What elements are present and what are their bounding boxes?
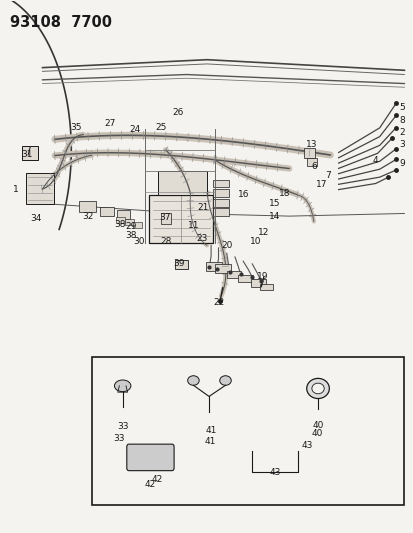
Text: 41: 41 [204, 437, 216, 446]
Text: 16: 16 [238, 190, 249, 199]
Text: 9: 9 [399, 159, 404, 167]
Text: 13: 13 [305, 140, 317, 149]
Bar [303, 148, 314, 158]
Bar [157, 171, 206, 195]
Bar [213, 208, 228, 216]
Bar [124, 219, 133, 225]
Ellipse shape [306, 378, 329, 399]
Bar [161, 214, 171, 224]
Text: 27: 27 [104, 119, 116, 128]
Bar [115, 216, 124, 223]
Text: 17: 17 [316, 180, 327, 189]
Bar [213, 189, 228, 197]
Bar [206, 262, 221, 271]
Bar [149, 195, 213, 243]
Text: 15: 15 [268, 199, 280, 208]
Text: 26: 26 [172, 108, 183, 117]
Text: 30: 30 [133, 237, 145, 246]
Text: 35: 35 [70, 123, 82, 132]
FancyBboxPatch shape [126, 444, 174, 471]
Bar [100, 207, 114, 216]
Bar [213, 180, 228, 188]
Ellipse shape [114, 380, 131, 392]
Bar [79, 201, 96, 213]
Text: 20: 20 [221, 241, 232, 250]
Bar [116, 211, 129, 219]
Bar [226, 271, 240, 278]
Text: 4: 4 [372, 156, 377, 165]
Text: 93108  7700: 93108 7700 [9, 14, 112, 30]
Text: 3: 3 [399, 140, 404, 149]
Text: 25: 25 [155, 123, 166, 132]
Text: 22: 22 [213, 298, 224, 307]
Text: 31: 31 [21, 150, 33, 159]
Text: 38: 38 [114, 220, 125, 229]
Text: 14: 14 [268, 212, 280, 221]
Text: 43: 43 [268, 468, 280, 477]
Bar [213, 199, 228, 207]
Ellipse shape [311, 383, 323, 394]
Text: 10: 10 [249, 237, 261, 246]
Text: 1: 1 [13, 185, 19, 194]
Text: 42: 42 [151, 475, 162, 484]
Bar [175, 260, 188, 269]
Ellipse shape [187, 376, 199, 385]
Text: 34: 34 [31, 214, 42, 223]
Text: 5: 5 [399, 103, 404, 112]
Bar [238, 275, 252, 282]
Ellipse shape [219, 376, 231, 385]
Text: 7: 7 [325, 171, 330, 180]
Text: 29: 29 [125, 222, 136, 231]
Text: 37: 37 [159, 213, 171, 222]
Text: 28: 28 [160, 237, 171, 246]
Text: 33: 33 [116, 422, 128, 431]
Bar [22, 146, 38, 160]
Text: 43: 43 [301, 441, 312, 450]
Bar [92, 357, 404, 505]
Bar [133, 222, 142, 228]
Text: 40: 40 [311, 429, 322, 438]
Text: 33: 33 [113, 434, 124, 443]
Text: 42: 42 [144, 480, 155, 489]
Bar [26, 173, 54, 204]
Text: 38: 38 [125, 231, 136, 240]
Text: 6: 6 [310, 163, 316, 171]
Text: 41: 41 [205, 425, 216, 434]
Text: 40: 40 [311, 422, 323, 430]
Text: 23: 23 [196, 235, 207, 244]
Text: 12: 12 [257, 228, 269, 237]
Text: 24: 24 [129, 125, 140, 134]
Text: 11: 11 [188, 221, 199, 230]
Text: 8: 8 [399, 116, 404, 125]
Text: 18: 18 [279, 189, 290, 198]
Text: 2: 2 [399, 128, 404, 138]
Bar [259, 284, 272, 290]
Bar [306, 158, 316, 166]
Bar [215, 264, 230, 273]
Text: 19: 19 [256, 271, 268, 280]
Text: 21: 21 [197, 203, 208, 212]
Text: 39: 39 [173, 260, 184, 268]
Bar [251, 279, 265, 287]
Text: 32: 32 [82, 212, 93, 221]
